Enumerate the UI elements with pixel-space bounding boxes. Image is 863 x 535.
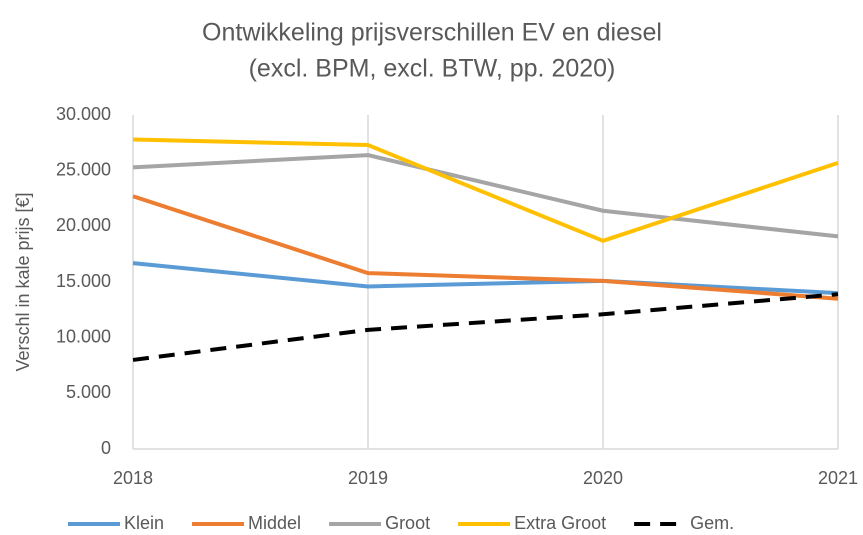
chart-subtitle: (excl. BPM, excl. BTW, pp. 2020) [249, 55, 616, 83]
x-tick-label: 2020 [583, 468, 623, 488]
legend-label: Gem. [690, 513, 734, 533]
y-tick-label: 5.000 [66, 382, 111, 402]
series-line [132, 292, 839, 362]
chart-title: Ontwikkeling prijsverschillen EV en dies… [202, 19, 662, 47]
x-tick-label: 2018 [113, 468, 153, 488]
series-line [132, 261, 839, 296]
series-line [132, 153, 839, 239]
x-tick-label: 2019 [348, 468, 388, 488]
legend-label: Extra Groot [514, 513, 606, 533]
y-tick-label: 15.000 [56, 271, 111, 291]
series-line [132, 194, 839, 301]
y-axis-label: Verschl in kale prijs [€] [13, 192, 33, 371]
y-tick-label: 20.000 [56, 215, 111, 235]
legend-label: Groot [385, 513, 430, 533]
legend-label: Middel [248, 513, 301, 533]
legend-label: Klein [124, 513, 164, 533]
y-tick-label: 10.000 [56, 326, 111, 346]
y-tick-label: 0 [101, 438, 111, 458]
series-line [132, 137, 839, 243]
x-tick-label: 2021 [818, 468, 858, 488]
y-tick-label: 30.000 [56, 104, 111, 124]
y-tick-label: 25.000 [56, 159, 111, 179]
